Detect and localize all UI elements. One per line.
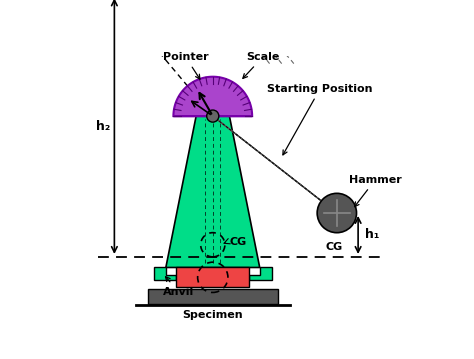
Text: CG: CG (325, 242, 342, 252)
Circle shape (317, 194, 356, 233)
Text: h₂: h₂ (96, 120, 110, 133)
Polygon shape (210, 113, 340, 216)
Circle shape (207, 110, 219, 122)
Text: Scale: Scale (243, 52, 280, 78)
Polygon shape (249, 267, 272, 280)
Text: Pointer: Pointer (163, 52, 209, 79)
Text: Specimen: Specimen (182, 310, 243, 320)
Text: End of
Swing: End of Swing (0, 358, 1, 359)
Polygon shape (173, 77, 252, 116)
Text: CG: CG (229, 237, 246, 247)
Text: Starting Position: Starting Position (267, 84, 373, 155)
Bar (176, 267, 249, 287)
Text: h₁: h₁ (365, 228, 379, 242)
Text: Hammer: Hammer (349, 175, 401, 207)
Polygon shape (154, 267, 176, 280)
Bar (148, 289, 278, 304)
Polygon shape (166, 116, 260, 267)
Text: Anvil: Anvil (163, 277, 194, 297)
